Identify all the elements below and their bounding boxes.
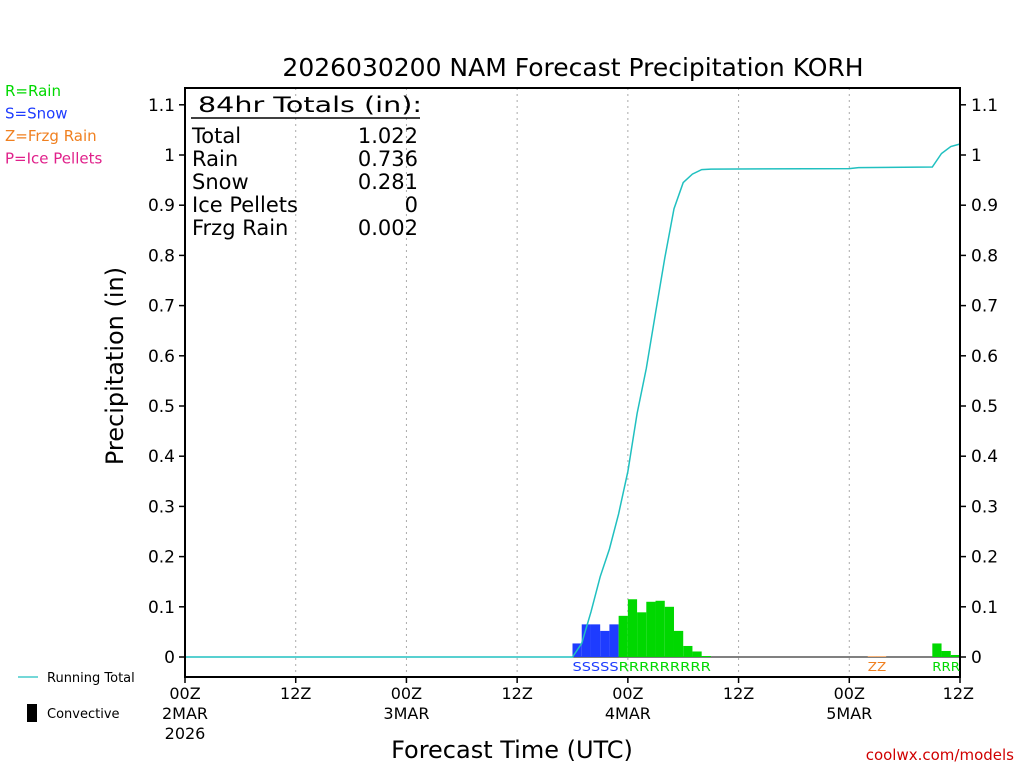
precip-bar-rain [941,650,951,657]
y-tick-label-left: 0.2 [148,548,175,568]
totals-header: 84hr Totals (in): [198,93,422,117]
precip-bar-rain [664,606,674,657]
chart-title: 2026030200 NAM Forecast Precipitation KO… [282,53,863,82]
y-tick-label-left: 0 [164,648,175,668]
x-tick-label-date: 4MAR [605,704,651,723]
x-tick-label-time: 12Z [723,684,754,703]
totals-row-value: 1.022 [358,124,418,148]
totals-row-label: Ice Pellets [192,193,298,217]
series-legend: Running Total Convective [18,671,135,722]
totals-row-value: 0.002 [358,216,418,240]
totals-box: 84hr Totals (in): Total 1.022 Rain 0.736 Sno… [191,93,422,240]
totals-row-value: 0 [405,193,418,217]
y-tick-label-right: 0.5 [971,397,998,417]
y-tick-label-right: 0.7 [971,297,998,317]
precip-bar-rain [683,645,693,657]
y-tick-label-right: 0 [971,648,982,668]
totals-row-label: Frzg Rain [192,216,288,240]
precip-bar-rain [646,601,656,657]
x-axis-label: Forecast Time (UTC) [391,736,633,764]
running-total-legend-label: Running Total [47,671,135,686]
x-tick-label-time: 00Z [834,684,865,703]
y-tick-label-left: 0.1 [148,598,175,618]
precip-bar-snow [600,630,610,657]
precip-bar-rain [692,651,702,657]
y-tick-label-left: 0.3 [148,497,175,517]
axis-ticks [179,104,966,683]
y-tick-label-right: 0.2 [971,548,998,568]
precip-bar-rain [655,600,665,657]
precip-bar-frzg_rain [867,656,877,657]
precip-bar-rain [627,599,638,657]
precip-bar-rain [932,643,942,657]
precip-type-marker: ZZ [868,660,887,674]
precip-type-marker: RRRRRRRRR [619,660,711,674]
y-tick-label-right: 1 [971,146,982,166]
y-tick-label-left: 0.8 [148,246,175,266]
x-tick-label-date: 2MAR [162,704,208,723]
type-legend-frzg_rain: Z=Frzg Rain [5,127,97,145]
y-tick-label-right: 0.3 [971,497,998,517]
y-tick-label-left: 1.1 [148,96,175,116]
totals-row-label: Rain [192,147,238,171]
y-tick-labels-left: 0 0.1 0.2 0.3 0.4 0.5 0.6 0.7 0.8 0.9 1 1.1 [148,96,175,668]
y-axis-label: Precipitation (in) [101,267,129,465]
y-tick-labels-right: 0 0.1 0.2 0.3 0.4 0.5 0.6 0.7 0.8 0.9 1 1.1 [971,96,998,668]
y-tick-label-right: 0.9 [971,196,998,216]
x-tick-label-date: 5MAR [826,704,872,723]
precip-bar-snow [609,624,619,657]
precip-bar-rain [950,654,960,657]
y-tick-label-right: 0.6 [971,347,998,367]
x-tick-label-time: 00Z [169,684,200,703]
precip-type-marker: SSSSS [573,660,619,674]
precip-bar-rain [637,612,647,657]
precip-bar-snow [590,624,601,657]
y-tick-label-right: 0.4 [971,447,998,467]
running-total-polyline [185,143,961,658]
convective-legend-label: Convective [47,707,120,722]
totals-row-value: 0.281 [358,170,418,194]
precip-bar-frzg_rain [876,656,887,657]
totals-row-label: Snow [192,170,249,194]
x-tick-label-time: 00Z [391,684,422,703]
y-tick-label-left: 0.9 [148,196,175,216]
totals-row-value: 0.736 [358,147,418,171]
running-total-line [185,143,961,658]
y-tick-label-left: 0.5 [148,397,175,417]
x-tick-label-time: 12Z [280,684,311,703]
x-tick-label-time: 00Z [612,684,643,703]
x-tick-label-date: 3MAR [383,704,429,723]
precip-bar-snow [581,624,591,657]
totals-row-label: Total [191,124,241,148]
plot-frame [184,87,961,678]
y-tick-label-left: 0.6 [148,347,175,367]
y-tick-label-left: 0.4 [148,447,175,467]
convective-legend-swatch [27,704,37,722]
y-tick-label-left: 0.7 [148,297,175,317]
type-legend-snow: S=Snow [5,105,68,123]
y-tick-label-right: 1.1 [971,96,998,116]
x-tick-label-time: 12Z [501,684,532,703]
grid-lines [295,88,850,677]
y-tick-label-right: 0.8 [971,246,998,266]
precip-bar-rain [673,630,684,657]
y-tick-label-left: 1 [164,146,175,166]
precip-bar-rain [701,655,711,657]
precip-type-legend: R=Rain S=Snow Z=Frzg Rain P=Ice Pellets [5,82,102,168]
credit-text: coolwx.com/models [866,746,1014,764]
y-tick-label-right: 0.1 [971,598,998,618]
type-legend-ice_pellets: P=Ice Pellets [5,150,102,168]
precip-bar-rain [618,615,628,657]
x-tick-label-time: 12Z [943,684,974,703]
totals-rows: Total 1.022 Rain 0.736 Snow 0.281 Ice Pellets 0… [191,124,418,240]
type-legend-rain: R=Rain [5,82,61,100]
precip-type-markers: SSSSS RRRRRRRRR ZZ RRR [573,660,961,674]
precip-type-marker: RRR [932,660,960,674]
x-tick-label-year: 2026 [165,724,206,743]
